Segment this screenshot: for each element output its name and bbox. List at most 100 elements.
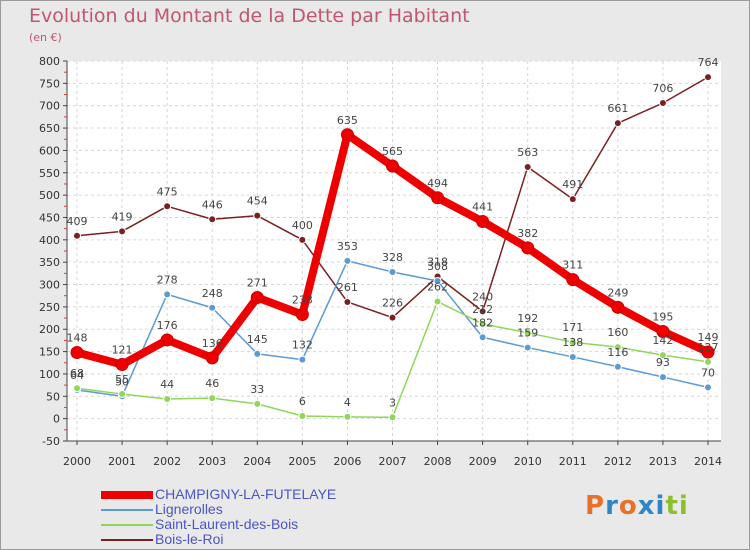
legend-label: Saint-Laurent-des-Bois [155,516,299,532]
data-point [478,319,487,328]
data-label: 50 [115,375,129,388]
data-label: 55 [115,373,129,386]
data-point [295,307,309,321]
legend-swatch [101,539,153,541]
x-tick-label: 2003 [198,455,226,468]
data-label: 261 [337,281,358,294]
x-tick-label: 2007 [379,455,407,468]
data-point [704,383,712,392]
data-point [118,227,127,236]
data-point [160,333,174,347]
legend-swatch [101,491,153,499]
data-point [250,290,264,304]
x-tick-label: 2010 [514,455,542,468]
data-point [431,191,445,205]
data-label: 764 [698,56,719,69]
y-tick-label: 600 [39,144,60,157]
y-tick-label: 50 [46,390,60,403]
data-label: 160 [607,326,628,339]
x-tick-label: 2004 [243,455,271,468]
data-point [613,343,622,352]
data-label: 192 [517,312,538,325]
data-point [118,390,127,399]
data-point [433,276,442,285]
data-label: 706 [652,82,673,95]
y-tick-label: 150 [39,346,60,359]
data-label: 318 [427,255,448,268]
data-point [476,214,490,228]
logo-letter: x [637,491,656,521]
data-label: 400 [292,219,313,232]
x-tick-label: 2013 [649,455,677,468]
data-point [298,355,307,364]
data-label: 240 [472,290,493,303]
data-label: 441 [472,200,493,213]
y-tick-label: 800 [39,55,60,68]
y-tick-label: 750 [39,77,60,90]
data-point [163,290,172,299]
logo-letter: i [655,491,666,521]
y-tick-label: 400 [39,234,60,247]
data-point [478,307,487,316]
data-point [611,300,625,314]
data-point [70,345,84,359]
data-point [704,73,712,82]
data-label: 308 [427,260,448,273]
data-label: 46 [205,377,219,390]
legend-item: CHAMPIGNY-LA-FUTELAYE [101,486,421,502]
data-point [208,303,217,312]
data-point [656,324,670,338]
data-point [208,215,217,224]
data-label: 635 [337,114,358,127]
data-point [613,362,622,371]
data-point [568,338,577,347]
data-point [340,128,354,142]
x-tick-label: 2000 [63,455,91,468]
y-tick-label: 450 [39,211,60,224]
logo-letter: P [585,491,606,521]
legend-item: Saint-Laurent-des-Bois [101,516,421,532]
data-point [613,119,622,128]
data-point [523,343,532,352]
data-label: 409 [67,215,88,228]
proxiti-logo: Proxiti [585,491,689,521]
data-label: 563 [517,146,538,159]
data-point [704,357,712,366]
data-point [388,413,397,422]
data-label: 249 [607,286,628,299]
legend-item: Lignerolles [101,501,421,517]
x-tick-label: 2012 [604,455,632,468]
data-point [73,231,81,240]
legend-swatch [101,524,153,526]
data-label: 382 [517,227,538,240]
data-label: 127 [698,341,719,354]
data-point [568,352,577,361]
data-label: 195 [652,310,673,323]
y-tick-label: 500 [39,189,60,202]
y-tick-label: 200 [39,323,60,336]
data-point [388,313,397,322]
data-point [566,273,580,287]
plot-area [67,61,721,441]
data-label: 149 [698,331,719,344]
y-tick-label: 300 [39,279,60,292]
data-label: 148 [67,331,88,344]
data-point [115,358,129,372]
data-label: 4 [344,396,351,409]
x-tick-label: 2009 [469,455,497,468]
data-label: 475 [157,185,178,198]
data-point [253,211,262,220]
data-label: 33 [250,383,264,396]
y-tick-label: 250 [39,301,60,314]
data-point [205,351,219,365]
data-label: 64 [70,369,84,382]
data-label: 565 [382,145,403,158]
data-label: 454 [247,195,268,208]
data-point [386,159,399,173]
data-point [658,373,667,382]
data-point [298,235,307,244]
data-label: 182 [472,316,493,329]
data-label: 212 [472,303,493,316]
y-tick-label: 350 [39,256,60,269]
data-label: 271 [247,276,268,289]
